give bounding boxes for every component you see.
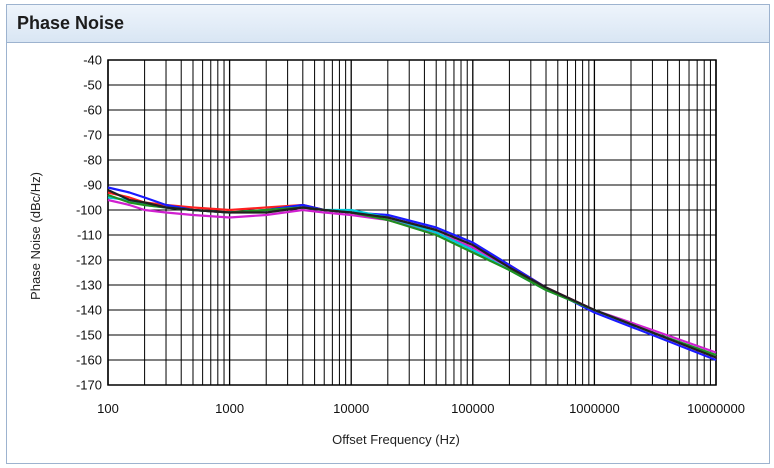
y-tick-label: -110 <box>77 228 102 243</box>
y-tick-label: -50 <box>83 78 102 93</box>
y-tick-label: -130 <box>76 278 102 293</box>
x-tick-label: 1000 <box>215 401 244 416</box>
y-tick-label: -150 <box>76 328 102 343</box>
y-tick-label: -120 <box>76 253 102 268</box>
x-tick-label: 1000000 <box>569 401 620 416</box>
series-line-6 <box>107 189 717 359</box>
plot-area <box>107 59 717 386</box>
series-lines <box>107 186 717 362</box>
panel-header: Phase Noise <box>7 5 769 43</box>
tick-labels: -40 -50 -60 -70 -80 -90 -100 -110 -120 -130 -140 -1… <box>76 53 745 417</box>
x-tick-label: 100 <box>97 401 119 416</box>
grid-lines <box>107 59 717 386</box>
panel-title: Phase Noise <box>17 13 125 33</box>
x-tick-label: 10000000 <box>687 401 745 416</box>
y-axis-title: Phase Noise (dBc/Hz) <box>28 172 43 300</box>
y-tick-label: -80 <box>83 153 102 168</box>
y-tick-label: -140 <box>76 303 102 318</box>
y-tick-label: -60 <box>83 103 102 118</box>
y-tick-label: -160 <box>76 353 102 368</box>
x-axis-title: Offset Frequency (Hz) <box>332 432 460 447</box>
x-tick-label: 10000 <box>333 401 369 416</box>
y-tick-label: -90 <box>83 178 102 193</box>
y-tick-label: -40 <box>83 53 102 68</box>
y-tick-label: -170 <box>76 378 102 393</box>
y-tick-label: -100 <box>76 203 102 218</box>
y-tick-label: -70 <box>83 128 102 143</box>
x-tick-label: 100000 <box>451 401 494 416</box>
